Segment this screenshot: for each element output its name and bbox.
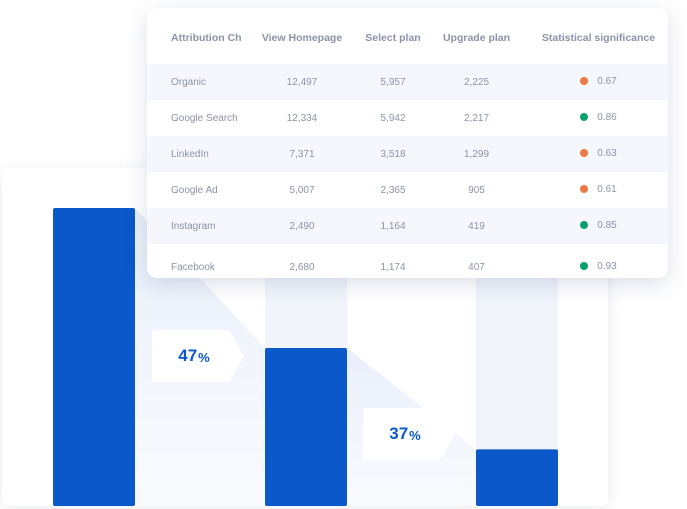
cell-upgrade-plan: 905	[468, 184, 485, 196]
significance-value: 0.86	[597, 111, 617, 123]
table-row[interactable]: Google Ad 5,007 2,365 905 0.61	[147, 172, 668, 208]
significance-value: 0.61	[597, 183, 617, 195]
table-row[interactable]: Google Search 12,334 5,942 2,217 0.86	[147, 100, 668, 136]
cell-significance: 0.61	[529, 172, 668, 208]
cell-view-homepage: 7,371	[289, 148, 315, 160]
cell-view-homepage: 12,497	[286, 76, 318, 88]
significance-value: 0.85	[597, 219, 617, 231]
cell-channel: Organic	[171, 76, 207, 88]
conversion-badge-2: 37%	[363, 408, 455, 460]
bar-view-homepage[interactable]	[53, 208, 135, 506]
table-header-row: Attribution Ch View Homepage Select plan…	[147, 8, 668, 64]
status-dot-icon	[580, 77, 589, 86]
cell-channel: Google Ad	[171, 184, 218, 196]
bar-select-plan[interactable]	[265, 348, 347, 506]
conversion-value-2: 37	[389, 424, 409, 443]
attribution-table-card: Attribution Ch View Homepage Select plan…	[147, 8, 668, 278]
conversion-badge-1: 47%	[152, 330, 244, 382]
cell-significance: 0.85	[529, 208, 668, 244]
significance-value: 0.93	[597, 260, 617, 272]
table-row[interactable]: Facebook 2,680 1,174 407 0.93	[147, 244, 668, 278]
header-attribution-channel[interactable]: Attribution Ch	[171, 32, 242, 44]
conversion-value-1: 47	[178, 346, 198, 365]
cell-select-plan: 1,174	[380, 261, 406, 273]
cell-select-plan: 5,957	[380, 76, 406, 88]
header-view-homepage[interactable]: View Homepage	[261, 32, 343, 44]
cell-upgrade-plan: 419	[468, 220, 485, 232]
cell-channel: Instagram	[171, 220, 216, 232]
cell-view-homepage: 5,007	[289, 184, 315, 196]
significance-value: 0.63	[597, 147, 617, 159]
cell-select-plan: 5,942	[380, 112, 406, 124]
header-select-plan[interactable]: Select plan	[365, 32, 421, 44]
attribution-table: Attribution Ch View Homepage Select plan…	[147, 8, 668, 278]
cell-select-plan: 2,365	[380, 184, 406, 196]
header-upgrade-plan[interactable]: Upgrade plan	[442, 32, 511, 44]
conversion-unit-1: %	[198, 350, 210, 365]
status-dot-icon	[580, 185, 589, 194]
conversion-unit-2: %	[409, 428, 421, 443]
cell-upgrade-plan: 1,299	[463, 148, 490, 160]
cell-channel: Facebook	[171, 261, 215, 273]
header-statistical-significance[interactable]: Statistical significance	[541, 32, 656, 44]
cell-significance: 0.86	[529, 100, 668, 136]
cell-upgrade-plan: 2,217	[463, 112, 490, 124]
table-row[interactable]: Organic 12,497 5,957 2,225 0.67	[147, 64, 668, 100]
cell-view-homepage: 2,680	[289, 261, 315, 273]
cell-select-plan: 3,518	[380, 148, 406, 160]
significance-value: 0.67	[597, 75, 617, 87]
cell-select-plan: 1,164	[380, 220, 406, 232]
table-row[interactable]: Instagram 2,490 1,164 419 0.85	[147, 208, 668, 244]
cell-upgrade-plan: 407	[468, 261, 485, 273]
status-dot-icon	[580, 221, 589, 230]
cell-view-homepage: 12,334	[286, 112, 318, 124]
cell-channel: Google Search	[171, 112, 238, 124]
cell-significance: 0.63	[529, 136, 668, 172]
cell-significance: 0.93	[529, 244, 668, 278]
cell-significance: 0.67	[529, 64, 668, 100]
status-dot-icon	[580, 113, 589, 122]
status-dot-icon	[580, 262, 589, 271]
cell-upgrade-plan: 2,225	[463, 76, 490, 88]
cell-view-homepage: 2,490	[289, 220, 315, 232]
cell-channel: LinkedIn	[171, 148, 209, 160]
status-dot-icon	[580, 149, 589, 158]
table-row[interactable]: LinkedIn 7,371 3,518 1,299 0.63	[147, 136, 668, 172]
bar-upgrade-plan[interactable]	[476, 449, 558, 506]
